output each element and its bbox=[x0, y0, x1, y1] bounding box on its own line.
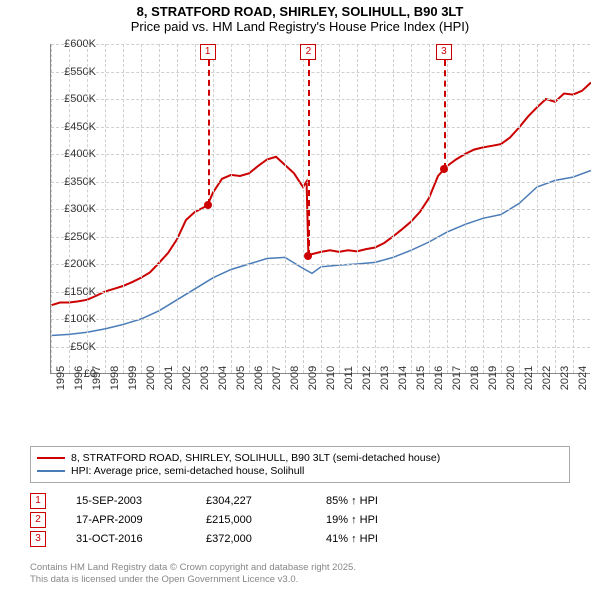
annotation-price-1: £304,227 bbox=[206, 495, 326, 507]
xtick-label: 2016 bbox=[433, 366, 445, 390]
xtick-label: 2000 bbox=[145, 366, 157, 390]
xtick-label: 2003 bbox=[199, 366, 211, 390]
marker-point-1 bbox=[204, 201, 212, 209]
xtick-label: 2017 bbox=[451, 366, 463, 390]
xtick-label: 2009 bbox=[307, 366, 319, 390]
footer-line2: This data is licensed under the Open Gov… bbox=[30, 574, 570, 586]
xtick-label: 2019 bbox=[487, 366, 499, 390]
xtick-label: 2012 bbox=[361, 366, 373, 390]
xtick-label: 2015 bbox=[415, 366, 427, 390]
legend-swatch-2 bbox=[37, 470, 65, 472]
marker-box-3: 3 bbox=[436, 44, 452, 60]
annotation-box-3: 3 bbox=[30, 531, 46, 547]
xtick-label: 2024 bbox=[577, 366, 589, 390]
chart-area: £0£50K£100K£150K£200K£250K£300K£350K£400… bbox=[50, 44, 590, 404]
annotation-pct-2: 19% ↑ HPI bbox=[326, 514, 378, 526]
annotation-row-2: 2 17-APR-2009 £215,000 19% ↑ HPI bbox=[30, 512, 570, 528]
xtick-label: 1999 bbox=[127, 366, 139, 390]
xtick-label: 2011 bbox=[343, 366, 355, 390]
annotation-table: 1 15-SEP-2003 £304,227 85% ↑ HPI 2 17-AP… bbox=[30, 490, 570, 550]
ytick-label: £600K bbox=[48, 38, 96, 50]
annotation-box-1: 1 bbox=[30, 493, 46, 509]
ytick-label: £300K bbox=[48, 203, 96, 215]
legend-label-1: 8, STRATFORD ROAD, SHIRLEY, SOLIHULL, B9… bbox=[71, 452, 440, 464]
xtick-label: 1997 bbox=[91, 366, 103, 390]
ytick-label: £200K bbox=[48, 258, 96, 270]
xtick-label: 2023 bbox=[559, 366, 571, 390]
footer-line1: Contains HM Land Registry data © Crown c… bbox=[30, 562, 570, 574]
title-line2: Price paid vs. HM Land Registry's House … bbox=[0, 19, 600, 34]
legend-label-2: HPI: Average price, semi-detached house,… bbox=[71, 465, 304, 477]
ytick-label: £550K bbox=[48, 66, 96, 78]
chart-container: 8, STRATFORD ROAD, SHIRLEY, SOLIHULL, B9… bbox=[0, 0, 600, 590]
annotation-price-3: £372,000 bbox=[206, 533, 326, 545]
plot-area: £0£50K£100K£150K£200K£250K£300K£350K£400… bbox=[50, 44, 590, 374]
xtick-label: 2007 bbox=[271, 366, 283, 390]
ytick-label: £400K bbox=[48, 148, 96, 160]
xtick-label: 1995 bbox=[55, 366, 67, 390]
xtick-label: 2002 bbox=[181, 366, 193, 390]
ytick-label: £250K bbox=[48, 231, 96, 243]
xtick-label: 2006 bbox=[253, 366, 265, 390]
footer: Contains HM Land Registry data © Crown c… bbox=[30, 562, 570, 586]
annotation-row-1: 1 15-SEP-2003 £304,227 85% ↑ HPI bbox=[30, 493, 570, 509]
annotation-box-2: 2 bbox=[30, 512, 46, 528]
title-line1: 8, STRATFORD ROAD, SHIRLEY, SOLIHULL, B9… bbox=[0, 4, 600, 19]
annotation-price-2: £215,000 bbox=[206, 514, 326, 526]
ytick-label: £50K bbox=[48, 341, 96, 353]
annotation-pct-1: 85% ↑ HPI bbox=[326, 495, 378, 507]
annotation-pct-3: 41% ↑ HPI bbox=[326, 533, 378, 545]
ytick-label: £350K bbox=[48, 176, 96, 188]
xtick-label: 1998 bbox=[109, 366, 121, 390]
legend: 8, STRATFORD ROAD, SHIRLEY, SOLIHULL, B9… bbox=[30, 446, 570, 483]
xtick-label: 2014 bbox=[397, 366, 409, 390]
ytick-label: £150K bbox=[48, 286, 96, 298]
xtick-label: 2008 bbox=[289, 366, 301, 390]
annotation-date-3: 31-OCT-2016 bbox=[76, 533, 206, 545]
xtick-label: 2010 bbox=[325, 366, 337, 390]
marker-box-2: 2 bbox=[300, 44, 316, 60]
xtick-label: 2020 bbox=[505, 366, 517, 390]
xtick-label: 2001 bbox=[163, 366, 175, 390]
xtick-label: 1996 bbox=[73, 366, 85, 390]
legend-row-2: HPI: Average price, semi-detached house,… bbox=[37, 465, 563, 477]
ytick-label: £500K bbox=[48, 93, 96, 105]
legend-row-1: 8, STRATFORD ROAD, SHIRLEY, SOLIHULL, B9… bbox=[37, 452, 563, 464]
title-block: 8, STRATFORD ROAD, SHIRLEY, SOLIHULL, B9… bbox=[0, 0, 600, 36]
annotation-row-3: 3 31-OCT-2016 £372,000 41% ↑ HPI bbox=[30, 531, 570, 547]
xtick-label: 2005 bbox=[235, 366, 247, 390]
marker-vline-2 bbox=[308, 60, 310, 256]
annotation-date-1: 15-SEP-2003 bbox=[76, 495, 206, 507]
legend-swatch-1 bbox=[37, 457, 65, 459]
marker-vline-3 bbox=[444, 60, 446, 169]
xtick-label: 2004 bbox=[217, 366, 229, 390]
marker-vline-1 bbox=[208, 60, 210, 205]
xtick-label: 2021 bbox=[523, 366, 535, 390]
xtick-label: 2013 bbox=[379, 366, 391, 390]
marker-point-2 bbox=[304, 252, 312, 260]
annotation-date-2: 17-APR-2009 bbox=[76, 514, 206, 526]
marker-point-3 bbox=[440, 165, 448, 173]
marker-box-1: 1 bbox=[200, 44, 216, 60]
xtick-label: 2018 bbox=[469, 366, 481, 390]
ytick-label: £450K bbox=[48, 121, 96, 133]
xtick-label: 2022 bbox=[541, 366, 553, 390]
ytick-label: £100K bbox=[48, 313, 96, 325]
